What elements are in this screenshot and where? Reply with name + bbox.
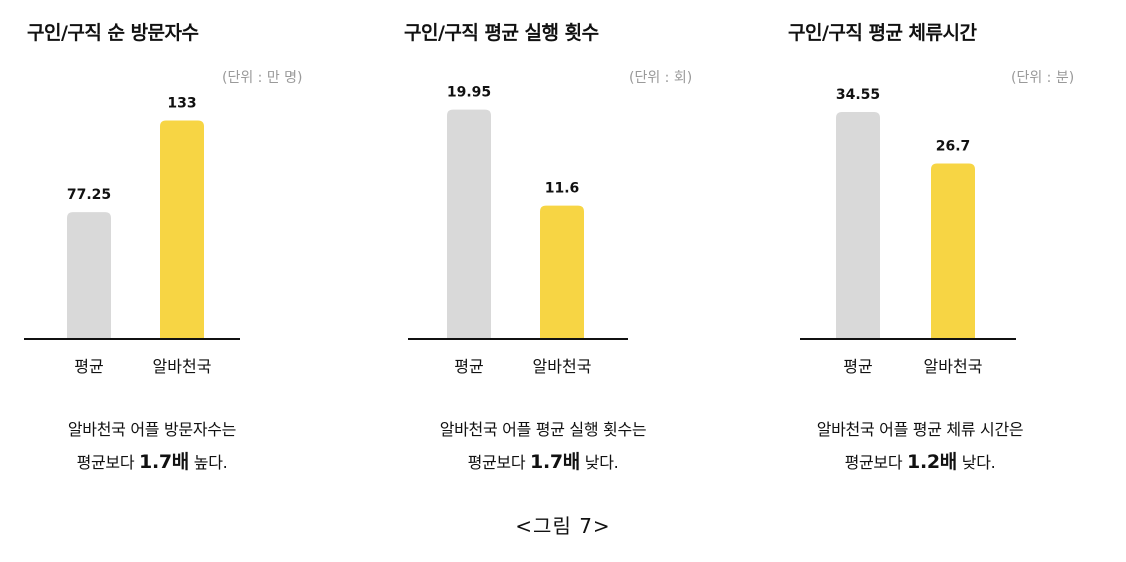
data-label: 26.7 bbox=[936, 139, 971, 155]
chart-caption: 알바천국 어플 방문자수는 평균보다 1.7배 높다. bbox=[2, 413, 302, 479]
bar-chart: 77.25 평균 133 알바천국 bbox=[24, 96, 240, 376]
chart-title: 구인/구직 평균 실행 횟수 bbox=[404, 22, 599, 44]
caption-line-2: 평균보다 1.2배 낮다. bbox=[844, 451, 996, 473]
category-label: 평균 bbox=[74, 357, 103, 376]
bar-albachunkuk bbox=[160, 120, 204, 339]
caption-highlight: 1.7배 bbox=[530, 451, 580, 473]
figure-caption: <그림 7> bbox=[515, 514, 611, 538]
chart-panel-launches: 구인/구직 평균 실행 횟수 (단위 : 회) 19.95 평균 11.6 알바천국 … bbox=[382, 0, 722, 500]
category-label: 알바천국 bbox=[924, 357, 983, 376]
bar-chart: 19.95 평균 11.6 알바천국 bbox=[408, 85, 628, 376]
chart-panel-visitors: 구인/구직 순 방문자수 (단위 : 만 명) 77.25 평균 133 알바천국 알… bbox=[0, 0, 340, 500]
chart-title: 구인/구직 평균 체류시간 bbox=[788, 22, 977, 44]
data-label: 19.95 bbox=[447, 85, 491, 101]
data-label: 133 bbox=[167, 96, 196, 112]
caption-line-1: 알바천국 어플 평균 실행 횟수는 bbox=[439, 420, 647, 439]
data-label: 77.25 bbox=[67, 187, 111, 203]
bar-chart: 34.55 평균 26.7 알바천국 bbox=[800, 87, 1016, 376]
chart-title: 구인/구직 순 방문자수 bbox=[27, 22, 199, 44]
caption-line-2: 평균보다 1.7배 높다. bbox=[76, 451, 228, 473]
data-label: 34.55 bbox=[836, 87, 880, 103]
chart-caption: 알바천국 어플 평균 체류 시간은 평균보다 1.2배 낮다. bbox=[770, 413, 1070, 479]
bar-average bbox=[67, 212, 111, 339]
chart-caption: 알바천국 어플 평균 실행 횟수는 평균보다 1.7배 낮다. bbox=[393, 413, 693, 479]
category-label: 평균 bbox=[454, 357, 483, 376]
bar-albachunkuk bbox=[931, 163, 975, 339]
category-label: 평균 bbox=[843, 357, 872, 376]
chart-panel-dwell-time: 구인/구직 평균 체류시간 (단위 : 분) 34.55 평균 26.7 알바천국 알… bbox=[770, 0, 1110, 500]
bar-average bbox=[836, 111, 880, 339]
caption-line-2: 평균보다 1.7배 낮다. bbox=[467, 451, 619, 473]
caption-line-1: 알바천국 어플 방문자수는 bbox=[67, 420, 237, 439]
caption-line-1: 알바천국 어플 평균 체류 시간은 bbox=[816, 420, 1024, 439]
unit-label: (단위 : 만 명) bbox=[222, 70, 303, 86]
data-label: 11.6 bbox=[545, 181, 580, 197]
caption-highlight: 1.2배 bbox=[907, 451, 957, 473]
unit-label: (단위 : 회) bbox=[629, 70, 693, 86]
category-label: 알바천국 bbox=[533, 357, 592, 376]
caption-highlight: 1.7배 bbox=[139, 451, 189, 473]
bar-average bbox=[447, 109, 491, 339]
bar-albachunkuk bbox=[540, 205, 584, 339]
category-label: 알바천국 bbox=[153, 357, 212, 376]
unit-label: (단위 : 분) bbox=[1011, 70, 1075, 86]
